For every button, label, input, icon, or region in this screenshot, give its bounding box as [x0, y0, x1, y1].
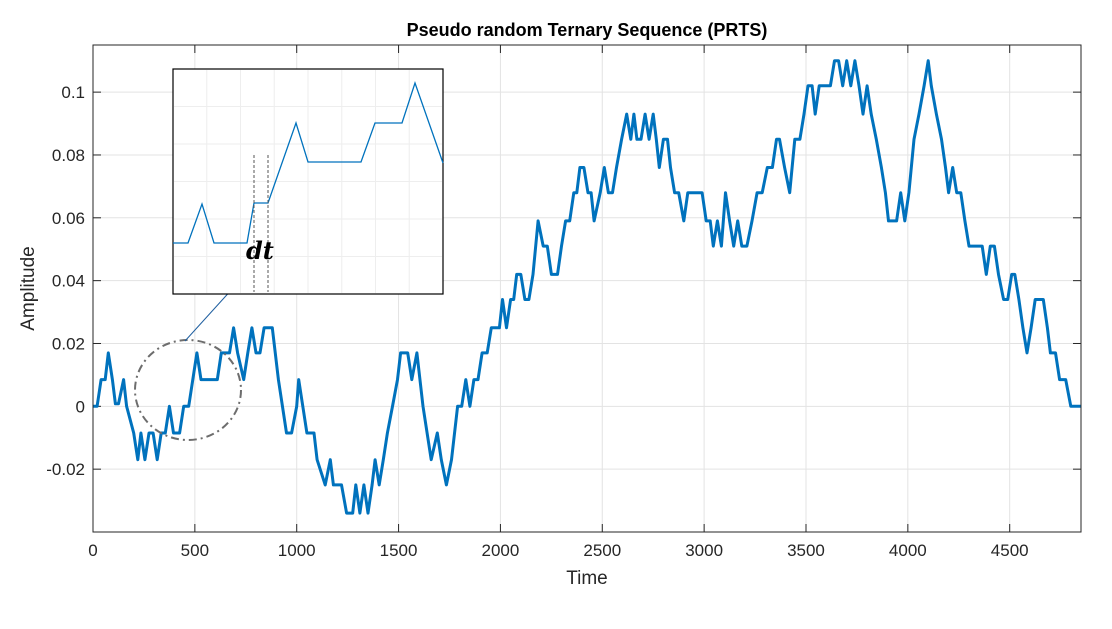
- tick-labels: 0 500 1000 1500 2000 2500 3000 3500 4000 4500 -0.0…: [46, 83, 1028, 560]
- x-tick-label: 2500: [583, 541, 621, 560]
- axis-ticks: [92, 45, 1081, 532]
- x-tick-label: 2000: [482, 541, 520, 560]
- chart-title: Pseudo random Ternary Sequence (PRTS): [407, 20, 768, 40]
- x-tick-label: 500: [181, 541, 209, 560]
- x-tick-label: 3000: [685, 541, 723, 560]
- zoom-circle: [134, 339, 242, 441]
- y-tick-label: 0.1: [61, 83, 85, 102]
- inset-grid: [174, 70, 442, 293]
- x-tick-label: 4500: [991, 541, 1029, 560]
- x-tick-label: 1000: [278, 541, 316, 560]
- inset-series-line: [173, 80, 444, 244]
- x-tick-label: 3500: [787, 541, 825, 560]
- y-axis-label: Amplitude: [18, 246, 39, 331]
- x-tick-label: 1500: [380, 541, 418, 560]
- y-tick-label: 0.08: [52, 146, 85, 165]
- inset-zoom-panel: dt: [172, 68, 444, 295]
- y-tick-label: 0.04: [52, 272, 85, 291]
- y-tick-label: -0.02: [46, 460, 85, 479]
- x-tick-label: 0: [88, 541, 97, 560]
- plot-frame: [92, 44, 1082, 533]
- y-tick-label: 0: [76, 397, 85, 416]
- dt-annotation: dt: [246, 236, 274, 265]
- y-tick-label: 0.02: [52, 334, 85, 353]
- series-line: [93, 59, 1081, 515]
- x-tick-label: 4000: [889, 541, 927, 560]
- y-tick-label: 0.06: [52, 209, 85, 228]
- x-axis-label: Time: [566, 568, 608, 589]
